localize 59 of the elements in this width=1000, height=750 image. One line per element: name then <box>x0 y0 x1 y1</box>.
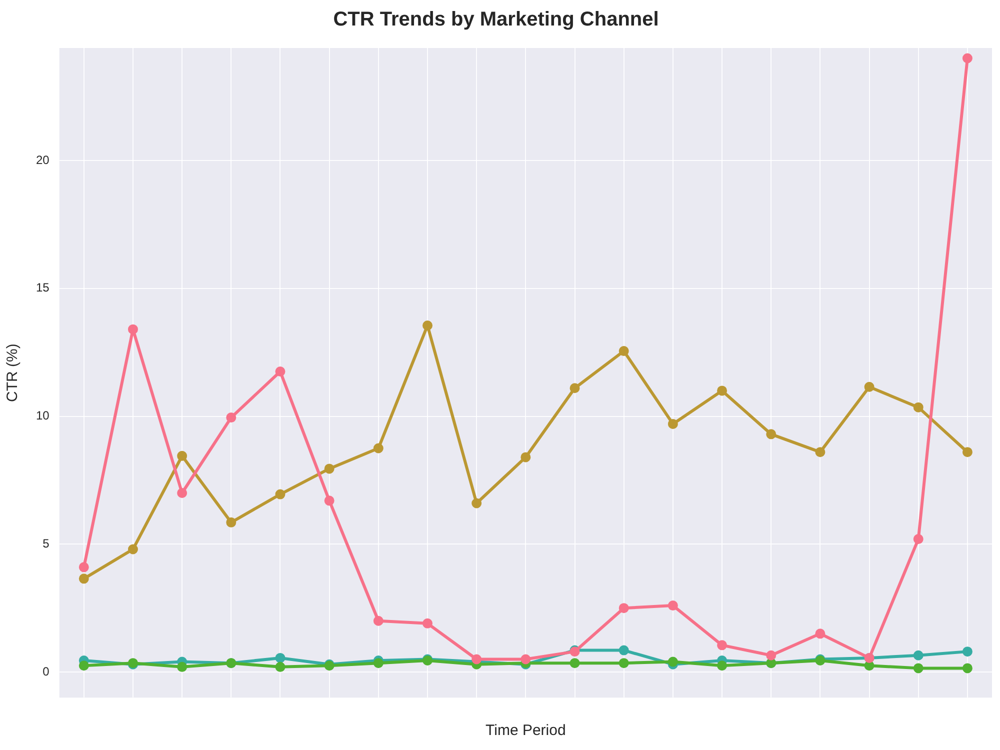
point <box>717 386 728 396</box>
point <box>618 346 629 356</box>
point <box>472 498 482 508</box>
point <box>177 450 188 461</box>
point <box>618 658 629 668</box>
point <box>275 366 286 377</box>
point <box>668 600 678 611</box>
point <box>226 412 236 423</box>
point <box>864 660 874 671</box>
point <box>275 662 286 672</box>
point <box>177 662 188 672</box>
point <box>815 447 826 458</box>
point <box>373 443 384 454</box>
point <box>618 645 629 656</box>
point <box>668 418 678 429</box>
point <box>668 656 678 667</box>
point <box>324 464 334 474</box>
point <box>962 663 972 674</box>
point <box>275 652 286 663</box>
point <box>520 452 531 462</box>
y-tick-label: 10 <box>36 408 50 423</box>
point <box>78 574 89 584</box>
point <box>766 429 776 440</box>
x-axis-title: Time Period <box>486 722 566 740</box>
chart-title: CTR Trends by Marketing Channel <box>333 8 659 31</box>
point <box>520 654 531 664</box>
point <box>373 658 384 668</box>
point <box>472 654 482 664</box>
point <box>913 650 924 660</box>
point <box>570 383 580 394</box>
point <box>913 534 924 544</box>
point <box>324 496 334 506</box>
point <box>864 382 874 392</box>
point <box>422 618 432 628</box>
point <box>422 320 432 330</box>
point <box>177 488 188 498</box>
point <box>78 562 89 572</box>
point <box>226 517 236 528</box>
point <box>717 660 728 671</box>
y-axis-title: CTR (%) <box>4 344 22 402</box>
y-tick-label: 15 <box>36 280 50 295</box>
point <box>78 660 89 671</box>
point <box>570 658 580 668</box>
point <box>766 650 776 660</box>
point <box>128 324 138 334</box>
point <box>128 544 138 554</box>
point <box>913 402 924 412</box>
point <box>962 447 972 458</box>
y-tick-label: 0 <box>42 664 50 678</box>
point <box>275 489 286 500</box>
point <box>913 663 924 674</box>
y-tick-label: 5 <box>42 536 50 550</box>
point <box>815 628 826 639</box>
point <box>717 640 728 650</box>
point <box>618 603 629 614</box>
y-tick-label: 20 <box>36 152 50 167</box>
point <box>962 53 972 64</box>
point <box>962 646 972 657</box>
point <box>373 616 384 626</box>
